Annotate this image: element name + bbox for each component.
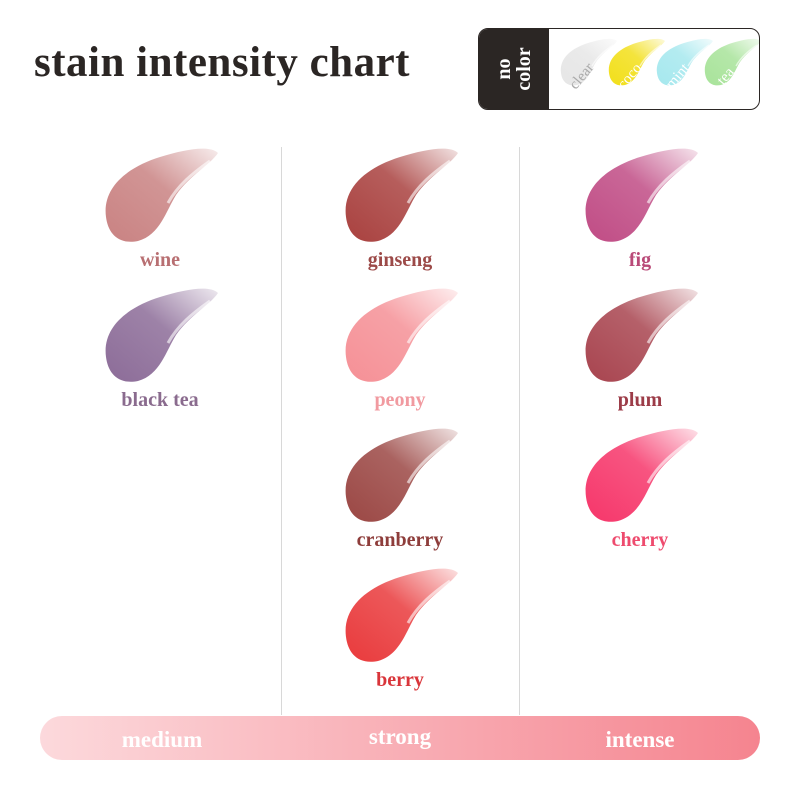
- shade-swatch: [585, 428, 698, 522]
- shade-swatch: [345, 288, 458, 382]
- shade-cranberry: cranberry: [320, 425, 480, 552]
- swatch-fig: [585, 148, 698, 242]
- swatch-cherry: [585, 428, 698, 522]
- swatch-wine: [105, 148, 218, 242]
- swatch-berry: [345, 568, 458, 662]
- shade-fig: fig: [560, 145, 720, 272]
- shade-label: berry: [376, 669, 424, 691]
- shade-black-tea: black tea: [80, 285, 240, 412]
- shade-label: cherry: [611, 529, 669, 551]
- shade-cherry: cherry: [560, 425, 720, 552]
- column-divider: [281, 147, 282, 715]
- column-divider: [519, 147, 520, 715]
- shade-peony: peony: [320, 285, 480, 412]
- scale-label-strong: strong: [368, 724, 432, 749]
- shade-berry: berry: [320, 565, 480, 692]
- shade-swatch: [105, 148, 218, 242]
- shade-wine: wine: [80, 145, 240, 272]
- no-color-panel: no color clear coco mint tea: [478, 28, 760, 110]
- shade-label: plum: [617, 389, 663, 411]
- swatch-tea: [704, 38, 759, 86]
- no-color-swatches: clear coco mint tea: [560, 38, 759, 93]
- swatch-ginseng: [345, 148, 458, 242]
- swatch-plum: [585, 288, 698, 382]
- swatch-coco: [608, 38, 665, 86]
- shade-swatch: [585, 288, 698, 382]
- shade-plum: plum: [560, 285, 720, 412]
- shade-swatch: [345, 428, 458, 522]
- shade-label: wine: [140, 249, 180, 271]
- shade-swatch: [585, 148, 698, 242]
- shade-ginseng: ginseng: [320, 145, 480, 272]
- shade-label: black tea: [121, 389, 199, 411]
- shade-swatch: [345, 148, 458, 242]
- shade-swatch: [105, 288, 218, 382]
- shade-label: fig: [628, 249, 652, 271]
- shade-label: peony: [374, 389, 426, 411]
- swatch-black-tea: [105, 288, 218, 382]
- shade-label: cranberry: [356, 529, 444, 551]
- shade-swatch: [345, 568, 458, 662]
- swatch-peony: [345, 288, 458, 382]
- swatch-mint: [656, 38, 713, 86]
- no-color-label: no color: [479, 29, 549, 109]
- page-title: stain intensity chart: [34, 39, 410, 86]
- intensity-scale-bar: [40, 716, 760, 760]
- swatch-clear: [560, 38, 617, 86]
- swatch-cranberry: [345, 428, 458, 522]
- scale-label-medium: medium: [121, 727, 203, 752]
- shade-label: ginseng: [367, 249, 433, 271]
- scale-label-intense: intense: [605, 727, 675, 752]
